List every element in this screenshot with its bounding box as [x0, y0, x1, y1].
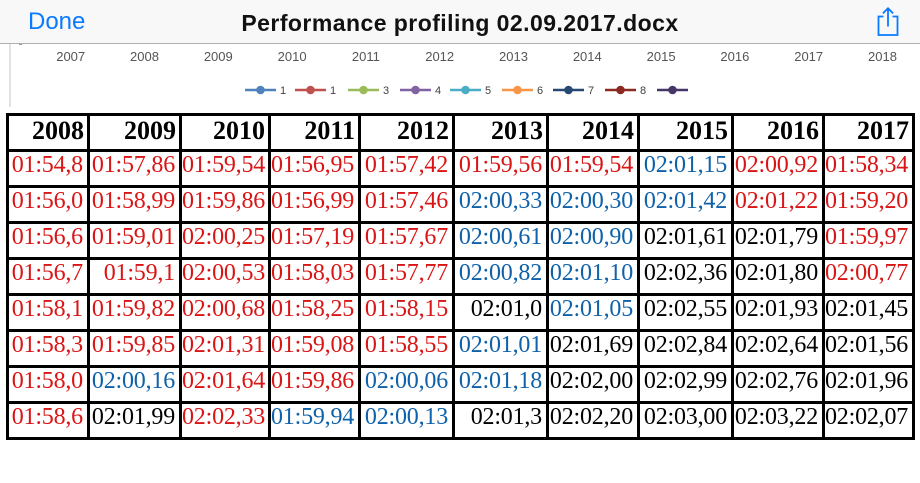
- svg-text:8: 8: [640, 85, 646, 97]
- svg-text:1: 1: [280, 85, 286, 97]
- svg-text:3: 3: [383, 85, 389, 97]
- svg-text:4: 4: [435, 85, 441, 97]
- svg-text:7: 7: [588, 85, 594, 97]
- svg-text:1: 1: [330, 85, 336, 97]
- svg-text:5: 5: [485, 85, 491, 97]
- svg-text:6: 6: [537, 85, 543, 97]
